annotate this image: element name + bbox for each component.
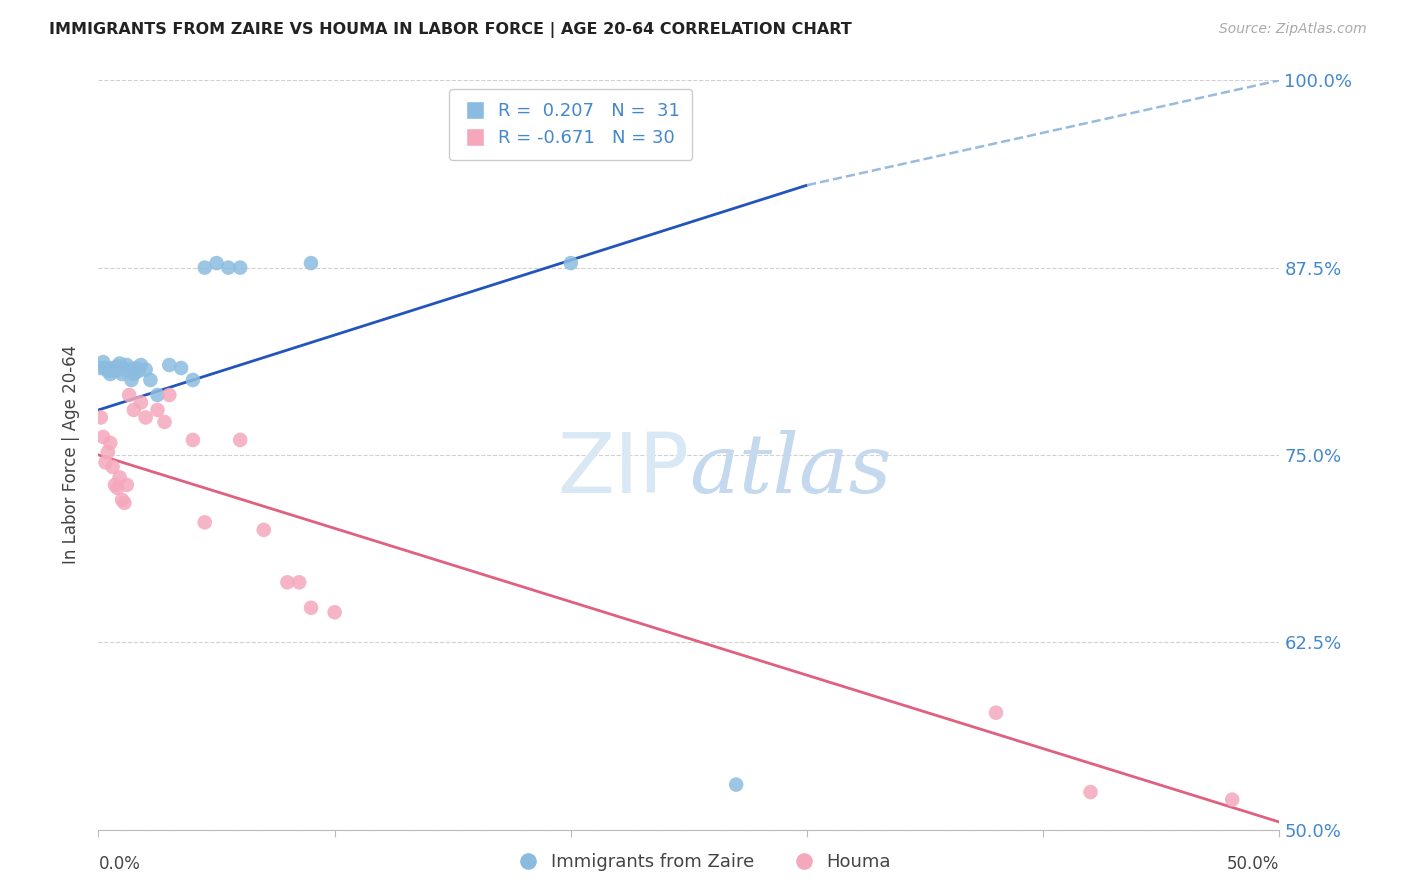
Point — [91, 430, 114, 444]
Point — [90, 410, 112, 425]
Text: Source: ZipAtlas.com: Source: ZipAtlas.com — [1219, 22, 1367, 37]
Point — [229, 260, 252, 275]
Point — [1220, 792, 1243, 806]
Point — [104, 364, 127, 378]
Point — [135, 410, 157, 425]
Point — [146, 403, 169, 417]
Point — [129, 358, 152, 372]
Point — [129, 395, 152, 409]
Point — [323, 605, 346, 619]
Point — [104, 478, 127, 492]
Point — [112, 362, 135, 376]
Point — [128, 364, 150, 378]
Text: 50.0%: 50.0% — [1227, 855, 1279, 872]
Point — [97, 364, 120, 378]
Point — [118, 362, 141, 376]
Point — [94, 361, 117, 376]
Point — [984, 706, 1007, 720]
Point — [217, 260, 239, 275]
Point — [122, 367, 145, 381]
Point — [112, 496, 135, 510]
Point — [121, 373, 143, 387]
Point — [101, 459, 124, 474]
Point — [560, 256, 582, 270]
Point — [194, 516, 217, 530]
Point — [91, 355, 114, 369]
Text: ZIP: ZIP — [557, 429, 689, 510]
Point — [98, 367, 121, 381]
Point — [229, 433, 252, 447]
Point — [288, 575, 311, 590]
Point — [94, 455, 117, 469]
Point — [299, 600, 322, 615]
Point — [205, 256, 228, 270]
Point — [97, 445, 120, 459]
Text: atlas: atlas — [689, 430, 891, 510]
Point — [194, 260, 217, 275]
Text: 0.0%: 0.0% — [98, 855, 141, 872]
Point — [108, 470, 131, 484]
Point — [105, 359, 128, 374]
Point — [1080, 785, 1102, 799]
Point — [90, 361, 112, 376]
Point — [118, 388, 141, 402]
Point — [139, 373, 162, 387]
Point — [115, 358, 138, 372]
Text: IMMIGRANTS FROM ZAIRE VS HOUMA IN LABOR FORCE | AGE 20-64 CORRELATION CHART: IMMIGRANTS FROM ZAIRE VS HOUMA IN LABOR … — [49, 22, 852, 38]
Point — [276, 575, 298, 590]
Legend: Immigrants from Zaire, Houma: Immigrants from Zaire, Houma — [508, 847, 898, 879]
Point — [157, 388, 180, 402]
Point — [108, 357, 131, 371]
Point — [135, 362, 157, 376]
Point — [98, 436, 121, 450]
Point — [111, 492, 134, 507]
Point — [105, 481, 128, 495]
Point — [101, 361, 124, 376]
Point — [181, 433, 204, 447]
Point — [153, 415, 176, 429]
Y-axis label: In Labor Force | Age 20-64: In Labor Force | Age 20-64 — [62, 345, 80, 565]
Point — [170, 361, 193, 376]
Legend: R =  0.207   N =  31, R = -0.671   N = 30: R = 0.207 N = 31, R = -0.671 N = 30 — [449, 89, 693, 160]
Point — [181, 373, 204, 387]
Point — [146, 388, 169, 402]
Point — [115, 478, 138, 492]
Point — [725, 778, 748, 792]
Point — [111, 367, 134, 381]
Point — [253, 523, 276, 537]
Point — [122, 403, 145, 417]
Point — [125, 361, 148, 376]
Point — [157, 358, 180, 372]
Point — [299, 256, 322, 270]
